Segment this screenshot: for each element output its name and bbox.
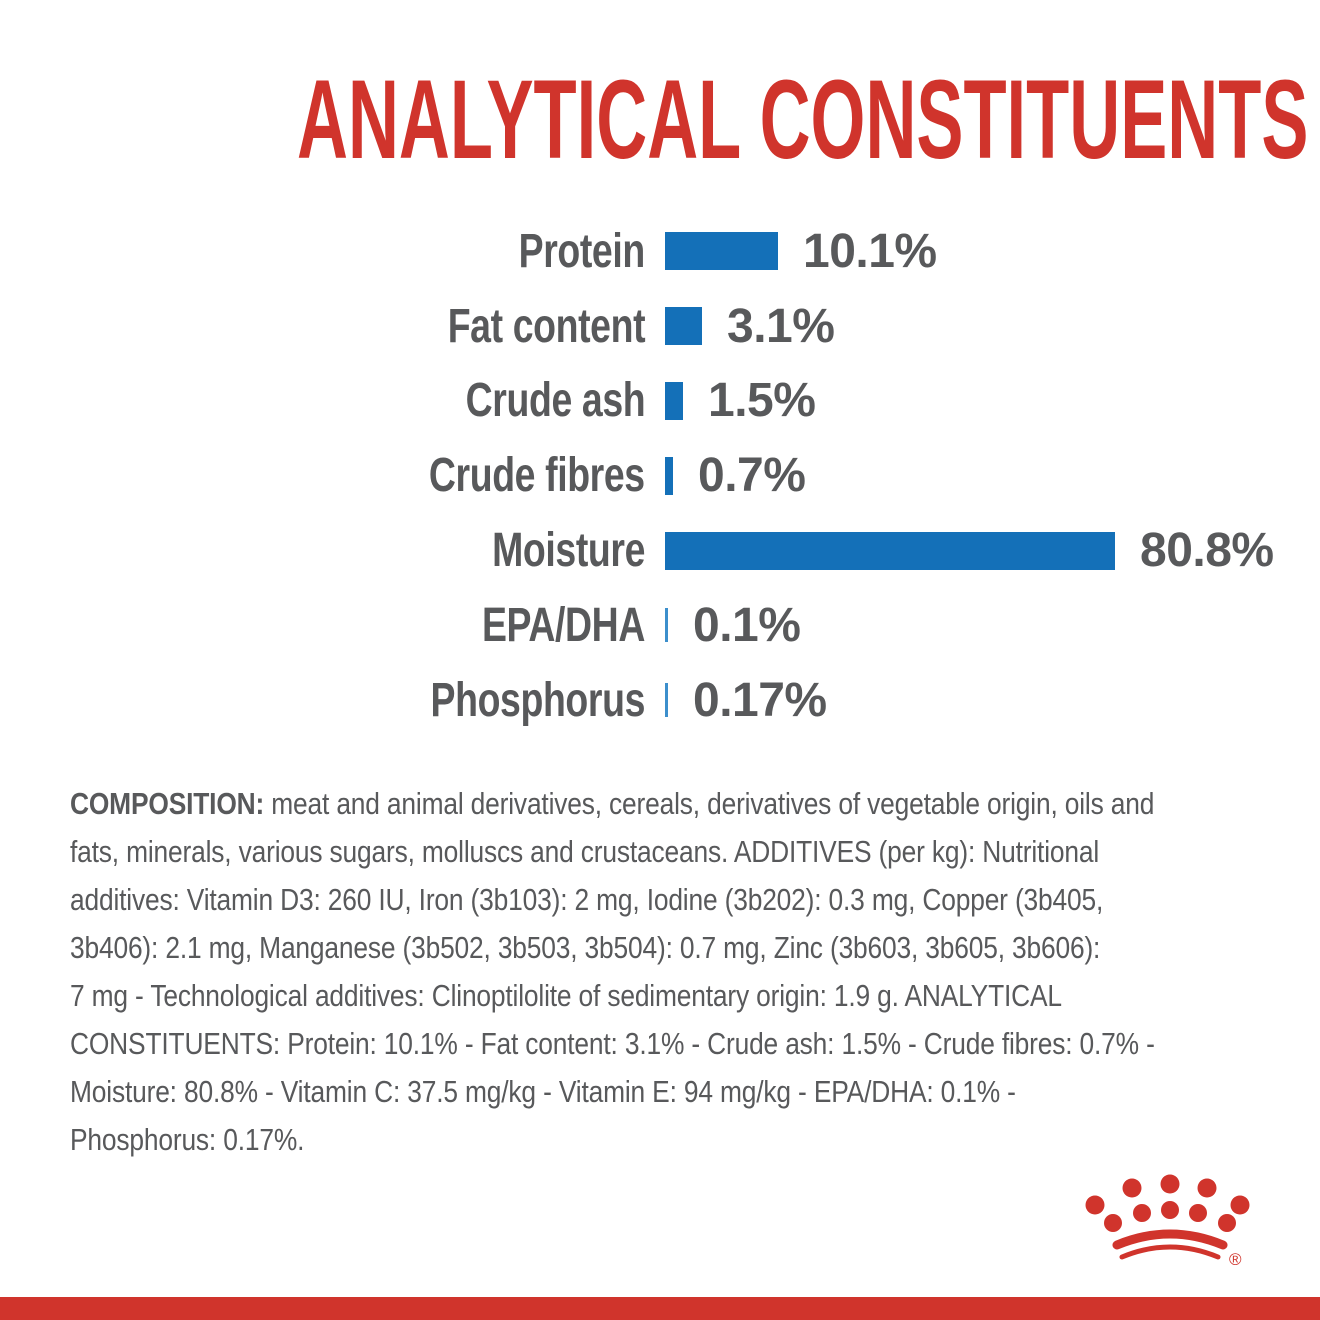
composition-line: Moisture: 80.8% - Vitamin C: 37.5 mg/kg …	[70, 1074, 1016, 1109]
composition-line: 3b406): 2.1 mg, Manganese (3b502, 3b503,…	[70, 930, 1101, 965]
bar-value: 10.1%	[803, 224, 937, 278]
chart-row-crude-ash: Crude ash 1.5%	[0, 364, 1320, 439]
bar-label: Fat content	[447, 299, 646, 353]
bar-epa-dha	[665, 608, 668, 643]
bar-value: 80.8%	[1140, 524, 1274, 578]
bar-label: Moisture	[492, 524, 645, 578]
bar-value: 0.17%	[693, 673, 827, 727]
chart-row-protein: Protein 10.1%	[0, 214, 1320, 289]
bar-protein	[665, 232, 778, 271]
footer-red-band	[0, 1297, 1320, 1320]
composition-heading: COMPOSITION:	[70, 786, 265, 821]
page-title: ANALYTICAL CONSTITUENTS	[0, 64, 1320, 176]
composition-line: fats, minerals, various sugars, molluscs…	[70, 834, 1100, 869]
composition-line: COMPOSITION: meat and animal derivatives…	[70, 786, 1155, 821]
composition-line: additives: Vitamin D3: 260 IU, Iron (3b1…	[70, 882, 1104, 917]
bar-label: Crude fibres	[429, 449, 645, 503]
composition-line: 7 mg - Technological additives: Clinopti…	[70, 978, 1062, 1013]
bar-value: 1.5%	[708, 374, 816, 428]
bar-crude-ash	[665, 381, 683, 420]
chart-row-epa-dha: EPA/DHA 0.1%	[0, 588, 1320, 663]
analytical-constituents-bar-chart: Protein 10.1% Fat content 3.1% Crude ash…	[0, 214, 1320, 738]
chart-row-moisture: Moisture 80.8%	[0, 513, 1320, 588]
bar-label: Phosphorus	[430, 673, 645, 727]
crown-dots	[1085, 1174, 1250, 1232]
bar-value: 0.1%	[693, 598, 801, 652]
registered-trademark-icon: ®	[1229, 1250, 1242, 1269]
bar-crude-fibres	[665, 456, 673, 495]
royal-canin-crown-icon: ®	[1085, 1174, 1250, 1269]
bar-value: 3.1%	[727, 299, 835, 353]
chart-row-fat-content: Fat content 3.1%	[0, 289, 1320, 364]
bar-phosphorus	[665, 683, 668, 718]
bar-label: EPA/DHA	[482, 598, 645, 652]
chart-row-crude-fibres: Crude fibres 0.7%	[0, 438, 1320, 513]
composition-line: Phosphorus: 0.17%.	[70, 1122, 305, 1157]
bar-fat-content	[665, 307, 702, 346]
composition-paragraph: COMPOSITION: meat and animal derivatives…	[70, 780, 1310, 1164]
chart-row-phosphorus: Phosphorus 0.17%	[0, 663, 1320, 738]
crown-base-arcs	[1112, 1229, 1228, 1260]
page-title-text: ANALYTICAL CONSTITUENTS	[297, 57, 1309, 182]
bar-moisture	[665, 531, 1115, 570]
composition-line: CONSTITUENTS: Protein: 10.1% - Fat conte…	[70, 1026, 1155, 1061]
bar-label: Crude ash	[465, 374, 645, 428]
bar-label: Protein	[518, 224, 646, 278]
bar-value: 0.7%	[698, 449, 806, 503]
